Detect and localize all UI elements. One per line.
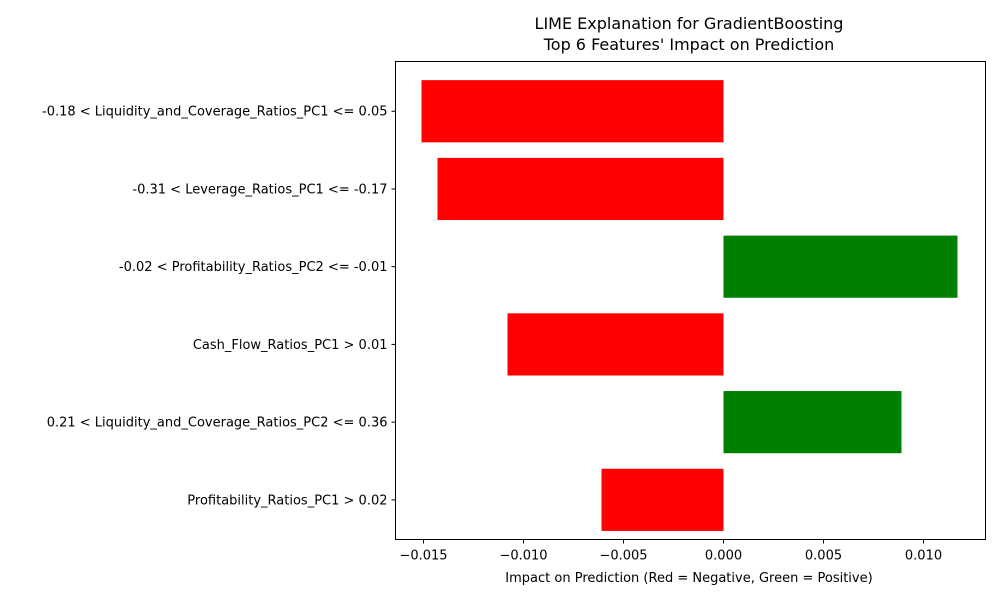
y-tick-label: Cash_Flow_Ratios_PC1 > 0.01 bbox=[193, 338, 388, 353]
y-tick-label: -0.31 < Leverage_Ratios_PC1 <= -0.17 bbox=[132, 182, 387, 197]
plot-frame bbox=[395, 61, 986, 540]
x-tick-label: −0.015 bbox=[399, 549, 447, 564]
x-axis-label: Impact on Prediction (Red = Negative, Gr… bbox=[505, 571, 872, 586]
bar-1 bbox=[421, 80, 724, 143]
y-tick-label: Profitability_Ratios_PC1 > 0.02 bbox=[187, 493, 387, 508]
x-tick-label: 0.000 bbox=[705, 549, 742, 564]
bar-3 bbox=[723, 235, 958, 298]
y-tick-label: -0.18 < Liquidity_and_Coverage_Ratios_PC… bbox=[42, 105, 387, 120]
y-tick-label: 0.21 < Liquidity_and_Coverage_Ratios_PC2… bbox=[47, 416, 388, 431]
x-tick-labels: −0.015 −0.010 −0.005 0.000 0.005 0.010 bbox=[399, 539, 942, 564]
chart-title-line1: LIME Explanation for GradientBoosting bbox=[535, 14, 844, 33]
bar-5 bbox=[723, 391, 902, 454]
bar-4 bbox=[507, 313, 724, 376]
x-tick-label: 0.010 bbox=[905, 549, 942, 564]
bar-2 bbox=[437, 157, 724, 221]
chart-title-line2: Top 6 Features' Impact on Prediction bbox=[543, 35, 835, 54]
y-tick-labels: -0.18 < Liquidity_and_Coverage_Ratios_PC… bbox=[42, 105, 396, 508]
x-tick-label: 0.005 bbox=[805, 549, 842, 564]
x-tick-label: −0.010 bbox=[499, 549, 547, 564]
bars-layer bbox=[421, 80, 958, 531]
x-tick-label: −0.005 bbox=[599, 549, 647, 564]
y-tick-label: -0.02 < Profitability_Ratios_PC2 <= -0.0… bbox=[119, 260, 388, 275]
bar-6 bbox=[601, 468, 724, 531]
